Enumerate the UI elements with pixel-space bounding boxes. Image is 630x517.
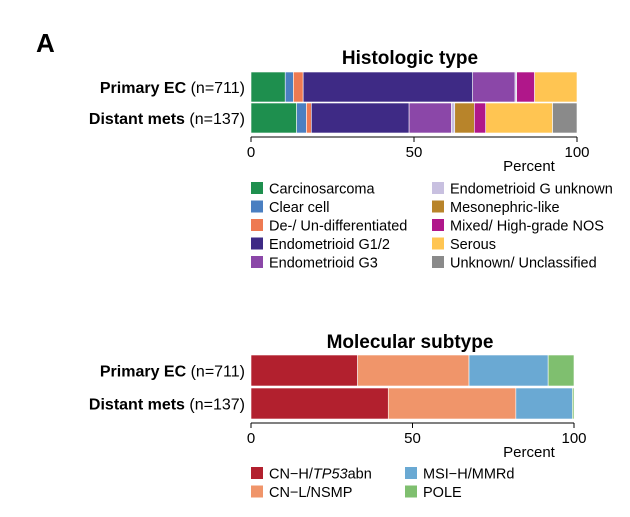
- chart-title: Molecular subtype: [327, 332, 494, 353]
- x-tick-label: 50: [404, 430, 421, 447]
- chart-title: Histologic type: [342, 48, 478, 69]
- legend-label-mixed-high-grade-nos: Mixed/ High-grade NOS: [450, 219, 604, 235]
- bar-segment-distant-mets-endometrioid-g3: [408, 102, 452, 134]
- legend-label-serous: Serous: [450, 237, 496, 253]
- row-label-name: Primary EC: [100, 80, 187, 97]
- legend-swatch-msi-h-mmrd: [405, 467, 417, 479]
- row-label-primary-ec: Primary EC (n=711): [100, 80, 245, 97]
- legend-label-endometrioid-g1-2: Endometrioid G1/2: [269, 237, 390, 253]
- bar-segment-primary-ec-clear-cell: [284, 71, 294, 103]
- legend-label-endometrioid-g-unknown: Endometrioid G unknown: [450, 182, 613, 198]
- bar-segment-distant-mets-unknown-unclassified: [552, 102, 578, 134]
- bar-segment-distant-mets-serous: [485, 102, 553, 134]
- legend-swatch-mixed-high-grade-nos: [432, 219, 444, 231]
- bar-segment-distant-mets-carcinosarcoma: [250, 102, 297, 134]
- legend-label-endometrioid-g3: Endometrioid G3: [269, 256, 378, 272]
- bar-group: [250, 354, 575, 420]
- legend-swatch-pole: [405, 485, 417, 498]
- legend-swatch-carcinosarcoma: [251, 182, 263, 194]
- legend-label-unknown-unclassified: Unknown/ Unclassified: [450, 256, 597, 272]
- row-label-count: (n=137): [185, 397, 245, 414]
- x-axis-label: Percent: [503, 158, 556, 175]
- bar-segment-primary-ec-endometrioid-g3: [472, 71, 516, 103]
- x-tick-label: 50: [406, 144, 423, 161]
- bar-segment-primary-ec-serous: [534, 71, 578, 103]
- legend-label-cn-l-nsmp: CN−L/NSMP: [269, 485, 352, 501]
- panel-label: A: [36, 28, 55, 58]
- row-labels: Primary EC (n=711)Distant mets (n=137): [89, 80, 245, 128]
- row-labels: Primary EC (n=711)Distant mets (n=137): [89, 364, 245, 414]
- bar-segment-primary-ec-endometrioid-g1-2: [302, 71, 473, 103]
- x-tick-label: 100: [564, 144, 589, 161]
- bar-segment-distant-mets-de-un-differentiated: [306, 102, 312, 134]
- bar-segment-distant-mets-pole: [572, 387, 575, 420]
- row-label-count: (n=137): [185, 111, 245, 128]
- bar-segment-distant-mets-clear-cell: [296, 102, 307, 134]
- legend-swatch-serous: [432, 237, 444, 250]
- row-label-name: Primary EC: [100, 364, 187, 381]
- legend-label-pole: POLE: [423, 485, 462, 501]
- x-tick-label: 0: [247, 144, 255, 161]
- row-label-count: (n=711): [186, 80, 245, 97]
- bar-segment-distant-mets-endometrioid-g1-2: [311, 102, 410, 134]
- row-label-count: (n=711): [186, 364, 245, 381]
- molecular-subtype-chart: Molecular subtype Primary EC (n=711)Dist…: [89, 332, 587, 501]
- bar-segment-distant-mets-mixed-high-grade-nos: [474, 102, 487, 134]
- row-label-distant-mets: Distant mets (n=137): [89, 397, 245, 414]
- row-label-primary-ec: Primary EC (n=711): [100, 364, 245, 381]
- legend-swatch-mesonephric-like: [432, 200, 444, 213]
- bar-segment-distant-mets-endometrioid-g-unknown: [451, 102, 456, 134]
- legend-label-clear-cell: Clear cell: [269, 200, 329, 216]
- legend-swatch-de-un-differentiated: [251, 219, 263, 231]
- bar-segment-primary-ec-carcinosarcoma: [250, 71, 286, 103]
- bar-segment-primary-ec-cn-l-nsmp: [357, 354, 470, 387]
- x-axis-label: Percent: [503, 444, 556, 461]
- legend-label-mesonephric-like: Mesonephric-like: [450, 200, 560, 216]
- legend-swatch-endometrioid-g3: [251, 256, 263, 268]
- x-tick-label: 0: [247, 430, 255, 447]
- x-axis: 0 50 100: [247, 136, 590, 161]
- legend-label-de-un-differentiated: De-/ Un-differentiated: [269, 219, 407, 235]
- legend-swatch-clear-cell: [251, 200, 263, 213]
- bar-segment-distant-mets-msi-h-mmrd: [515, 387, 573, 420]
- bar-group: [250, 71, 578, 134]
- bar-segment-primary-ec-cn-h-tp53abn: [250, 354, 358, 387]
- legend-swatch-endometrioid-g-unknown: [432, 182, 444, 194]
- row-label-distant-mets: Distant mets (n=137): [89, 111, 245, 128]
- x-tick-label: 100: [561, 430, 586, 447]
- legend-swatch-unknown-unclassified: [432, 256, 444, 268]
- bar-segment-distant-mets-cn-h-tp53abn: [250, 387, 389, 420]
- x-axis: 0 50 100: [247, 422, 587, 447]
- legend: CN−H/TP53abn CN−L/NSMP MSI−H/MMRd POLE: [251, 467, 514, 501]
- legend-label-carcinosarcoma: Carcinosarcoma: [269, 182, 375, 198]
- legend-swatch-cn-l-nsmp: [251, 485, 263, 498]
- legend-swatch-cn-h-tp53abn: [251, 467, 263, 479]
- legend-label-msi-h-mmrd: MSI−H/MMRd: [423, 467, 514, 483]
- row-label-name: Distant mets: [89, 111, 185, 128]
- bar-segment-distant-mets-cn-l-nsmp: [387, 387, 517, 420]
- row-label-name: Distant mets: [89, 397, 185, 414]
- bar-segment-distant-mets-mesonephric-like: [454, 102, 475, 134]
- legend: Carcinosarcoma Clear cell De-/ Un-differen…: [251, 182, 613, 272]
- bar-segment-primary-ec-mixed-high-grade-nos: [516, 71, 535, 103]
- histologic-type-chart: Histologic type Primary EC (n=711)Distan…: [89, 48, 613, 272]
- legend-label-cn-h-tp53abn: CN−H/TP53abn: [269, 467, 372, 483]
- legend-swatch-endometrioid-g1-2: [251, 237, 263, 250]
- bar-segment-primary-ec-pole: [547, 354, 575, 387]
- bar-segment-primary-ec-de-un-differentiated: [293, 71, 304, 103]
- bar-segment-primary-ec-msi-h-mmrd: [468, 354, 549, 387]
